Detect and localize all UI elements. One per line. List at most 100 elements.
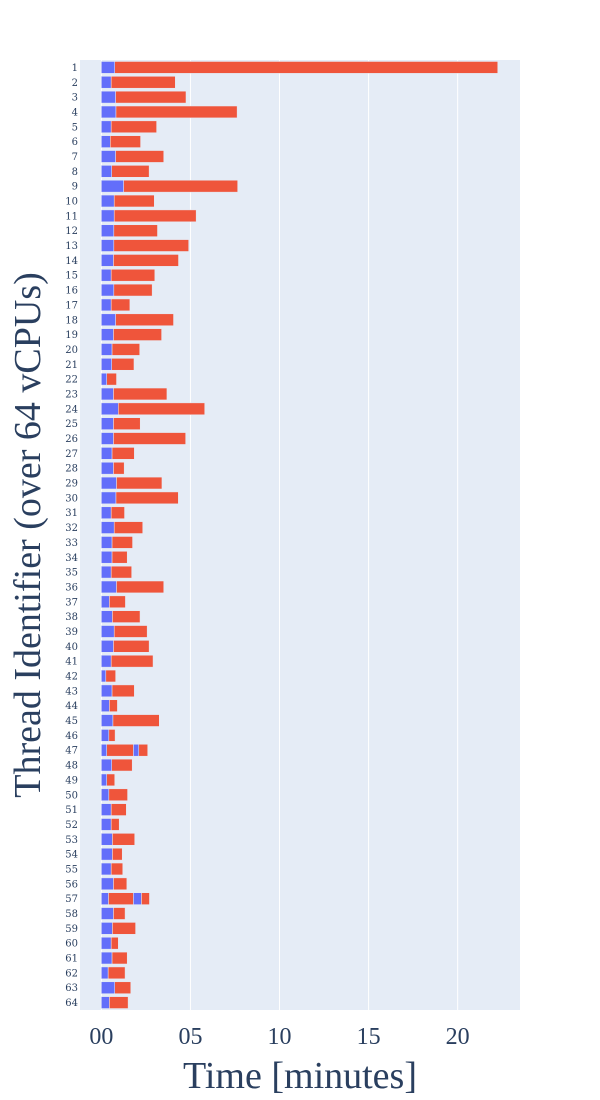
y-tick-label: 8 bbox=[72, 167, 78, 178]
bar-20-series-0 bbox=[101, 343, 113, 356]
y-tick-label: 22 bbox=[65, 375, 78, 386]
bar-58-series-0 bbox=[101, 907, 114, 920]
y-tick-label: 61 bbox=[65, 954, 78, 965]
bar-36-series-0 bbox=[101, 580, 117, 594]
bar-32-series-1 bbox=[113, 521, 143, 534]
bar-38-series-1 bbox=[112, 610, 141, 623]
bar-44-series-0 bbox=[101, 699, 110, 712]
y-tick-label: 64 bbox=[65, 998, 78, 1009]
bar-12-series-1 bbox=[113, 224, 158, 237]
y-tick-label: 7 bbox=[72, 152, 78, 163]
bar-16-series-1 bbox=[113, 283, 153, 297]
x-tick-label: 15 bbox=[357, 1024, 381, 1050]
x-tick-labels: 00 05 10 15 20 bbox=[89, 1024, 469, 1050]
bar-5-series-0 bbox=[101, 120, 112, 133]
bar-28-series-0 bbox=[101, 462, 114, 475]
y-tick-label: 60 bbox=[65, 939, 78, 950]
bar-13-series-1 bbox=[113, 239, 189, 252]
bar-60-series-0 bbox=[101, 937, 112, 950]
bar-37-series-0 bbox=[101, 595, 110, 608]
bar-53-series-1 bbox=[112, 833, 135, 846]
bar-49-series-0 bbox=[101, 773, 107, 787]
y-tick-label: 14 bbox=[65, 256, 78, 267]
y-tick-label: 5 bbox=[72, 122, 78, 133]
y-tick-label: 2 bbox=[72, 78, 78, 89]
bar-27-series-1 bbox=[111, 447, 135, 460]
bar-34-series-0 bbox=[101, 551, 113, 564]
bar-26-series-0 bbox=[101, 432, 114, 445]
bar-24-series-0 bbox=[101, 402, 119, 416]
y-tick-label: 6 bbox=[72, 137, 78, 148]
y-axis-title: Thread Identifier (over 64 vCPUs) bbox=[7, 272, 49, 798]
bar-57-extra-1 bbox=[141, 892, 150, 905]
bar-50-series-0 bbox=[101, 788, 110, 801]
y-tick-label: 23 bbox=[65, 389, 78, 400]
y-tick-label: 1 bbox=[72, 63, 78, 74]
y-tick-label: 62 bbox=[65, 968, 78, 979]
bar-26-series-1 bbox=[113, 432, 186, 445]
bar-29-series-1 bbox=[116, 476, 163, 490]
bar-49-series-1 bbox=[106, 773, 115, 787]
bar-28-series-1 bbox=[113, 462, 125, 475]
y-tick-label: 53 bbox=[65, 835, 78, 846]
bar-8-series-1 bbox=[111, 165, 150, 178]
bar-11-series-0 bbox=[101, 209, 115, 223]
y-tick-label: 30 bbox=[65, 493, 78, 504]
y-tick-label: 17 bbox=[65, 300, 78, 311]
y-tick-label: 18 bbox=[65, 315, 78, 326]
bar-2-series-1 bbox=[110, 76, 176, 89]
y-tick-label: 34 bbox=[65, 553, 78, 564]
bar-47-extra-1 bbox=[138, 744, 148, 757]
bar-35-series-0 bbox=[101, 565, 112, 579]
bar-17-series-0 bbox=[101, 298, 112, 312]
bar-48-series-1 bbox=[111, 758, 133, 772]
bar-55-series-1 bbox=[110, 862, 124, 876]
bar-1-series-1 bbox=[114, 61, 498, 74]
bar-45-series-0 bbox=[101, 714, 114, 727]
bar-39-series-1 bbox=[113, 625, 148, 638]
bar-52-series-0 bbox=[101, 818, 112, 831]
x-tick-label: 20 bbox=[446, 1024, 470, 1050]
bar-19-series-1 bbox=[113, 328, 162, 341]
y-tick-label: 12 bbox=[65, 226, 78, 237]
bar-64-series-1 bbox=[109, 996, 129, 1009]
bar-30-series-1 bbox=[115, 491, 179, 505]
bar-13-series-0 bbox=[101, 239, 115, 252]
bar-39-series-0 bbox=[101, 625, 115, 638]
bar-63-series-1 bbox=[114, 981, 132, 994]
y-tick-label: 48 bbox=[65, 761, 78, 772]
bar-53-series-0 bbox=[101, 833, 113, 846]
y-tick-label: 54 bbox=[65, 850, 78, 861]
bar-6-series-1 bbox=[110, 135, 141, 148]
bar-12-series-0 bbox=[101, 224, 115, 237]
y-tick-label: 19 bbox=[65, 330, 78, 341]
y-tick-label: 9 bbox=[72, 182, 78, 193]
bar-46-series-1 bbox=[108, 729, 116, 742]
bar-22-series-1 bbox=[106, 372, 117, 386]
bar-23-series-1 bbox=[113, 387, 168, 401]
bar-8-series-0 bbox=[101, 165, 112, 178]
bar-61-series-1 bbox=[111, 951, 128, 965]
y-tick-label: 13 bbox=[65, 241, 78, 252]
y-tick-label: 28 bbox=[65, 464, 78, 475]
bar-3-series-0 bbox=[101, 90, 116, 104]
bar-14-series-0 bbox=[101, 254, 114, 267]
bar-40-series-0 bbox=[101, 640, 114, 653]
bar-42-series-1 bbox=[105, 669, 116, 683]
bar-3-series-1 bbox=[115, 90, 187, 104]
bar-24-series-1 bbox=[118, 402, 205, 416]
bar-47-extra-0 bbox=[133, 744, 140, 757]
bar-2-series-0 bbox=[101, 76, 112, 89]
y-tick-label: 11 bbox=[65, 211, 78, 222]
y-tick-label: 49 bbox=[65, 775, 78, 786]
bar-42-series-0 bbox=[101, 669, 107, 683]
y-tick-label: 31 bbox=[65, 508, 78, 519]
bar-4-series-1 bbox=[115, 105, 238, 119]
y-tick-label: 27 bbox=[65, 449, 78, 460]
bar-18-series-1 bbox=[115, 313, 174, 326]
y-tick-label: 41 bbox=[65, 657, 78, 668]
y-tick-label: 4 bbox=[72, 107, 78, 118]
y-tick-label: 40 bbox=[65, 642, 78, 653]
bar-56-series-0 bbox=[101, 877, 114, 891]
